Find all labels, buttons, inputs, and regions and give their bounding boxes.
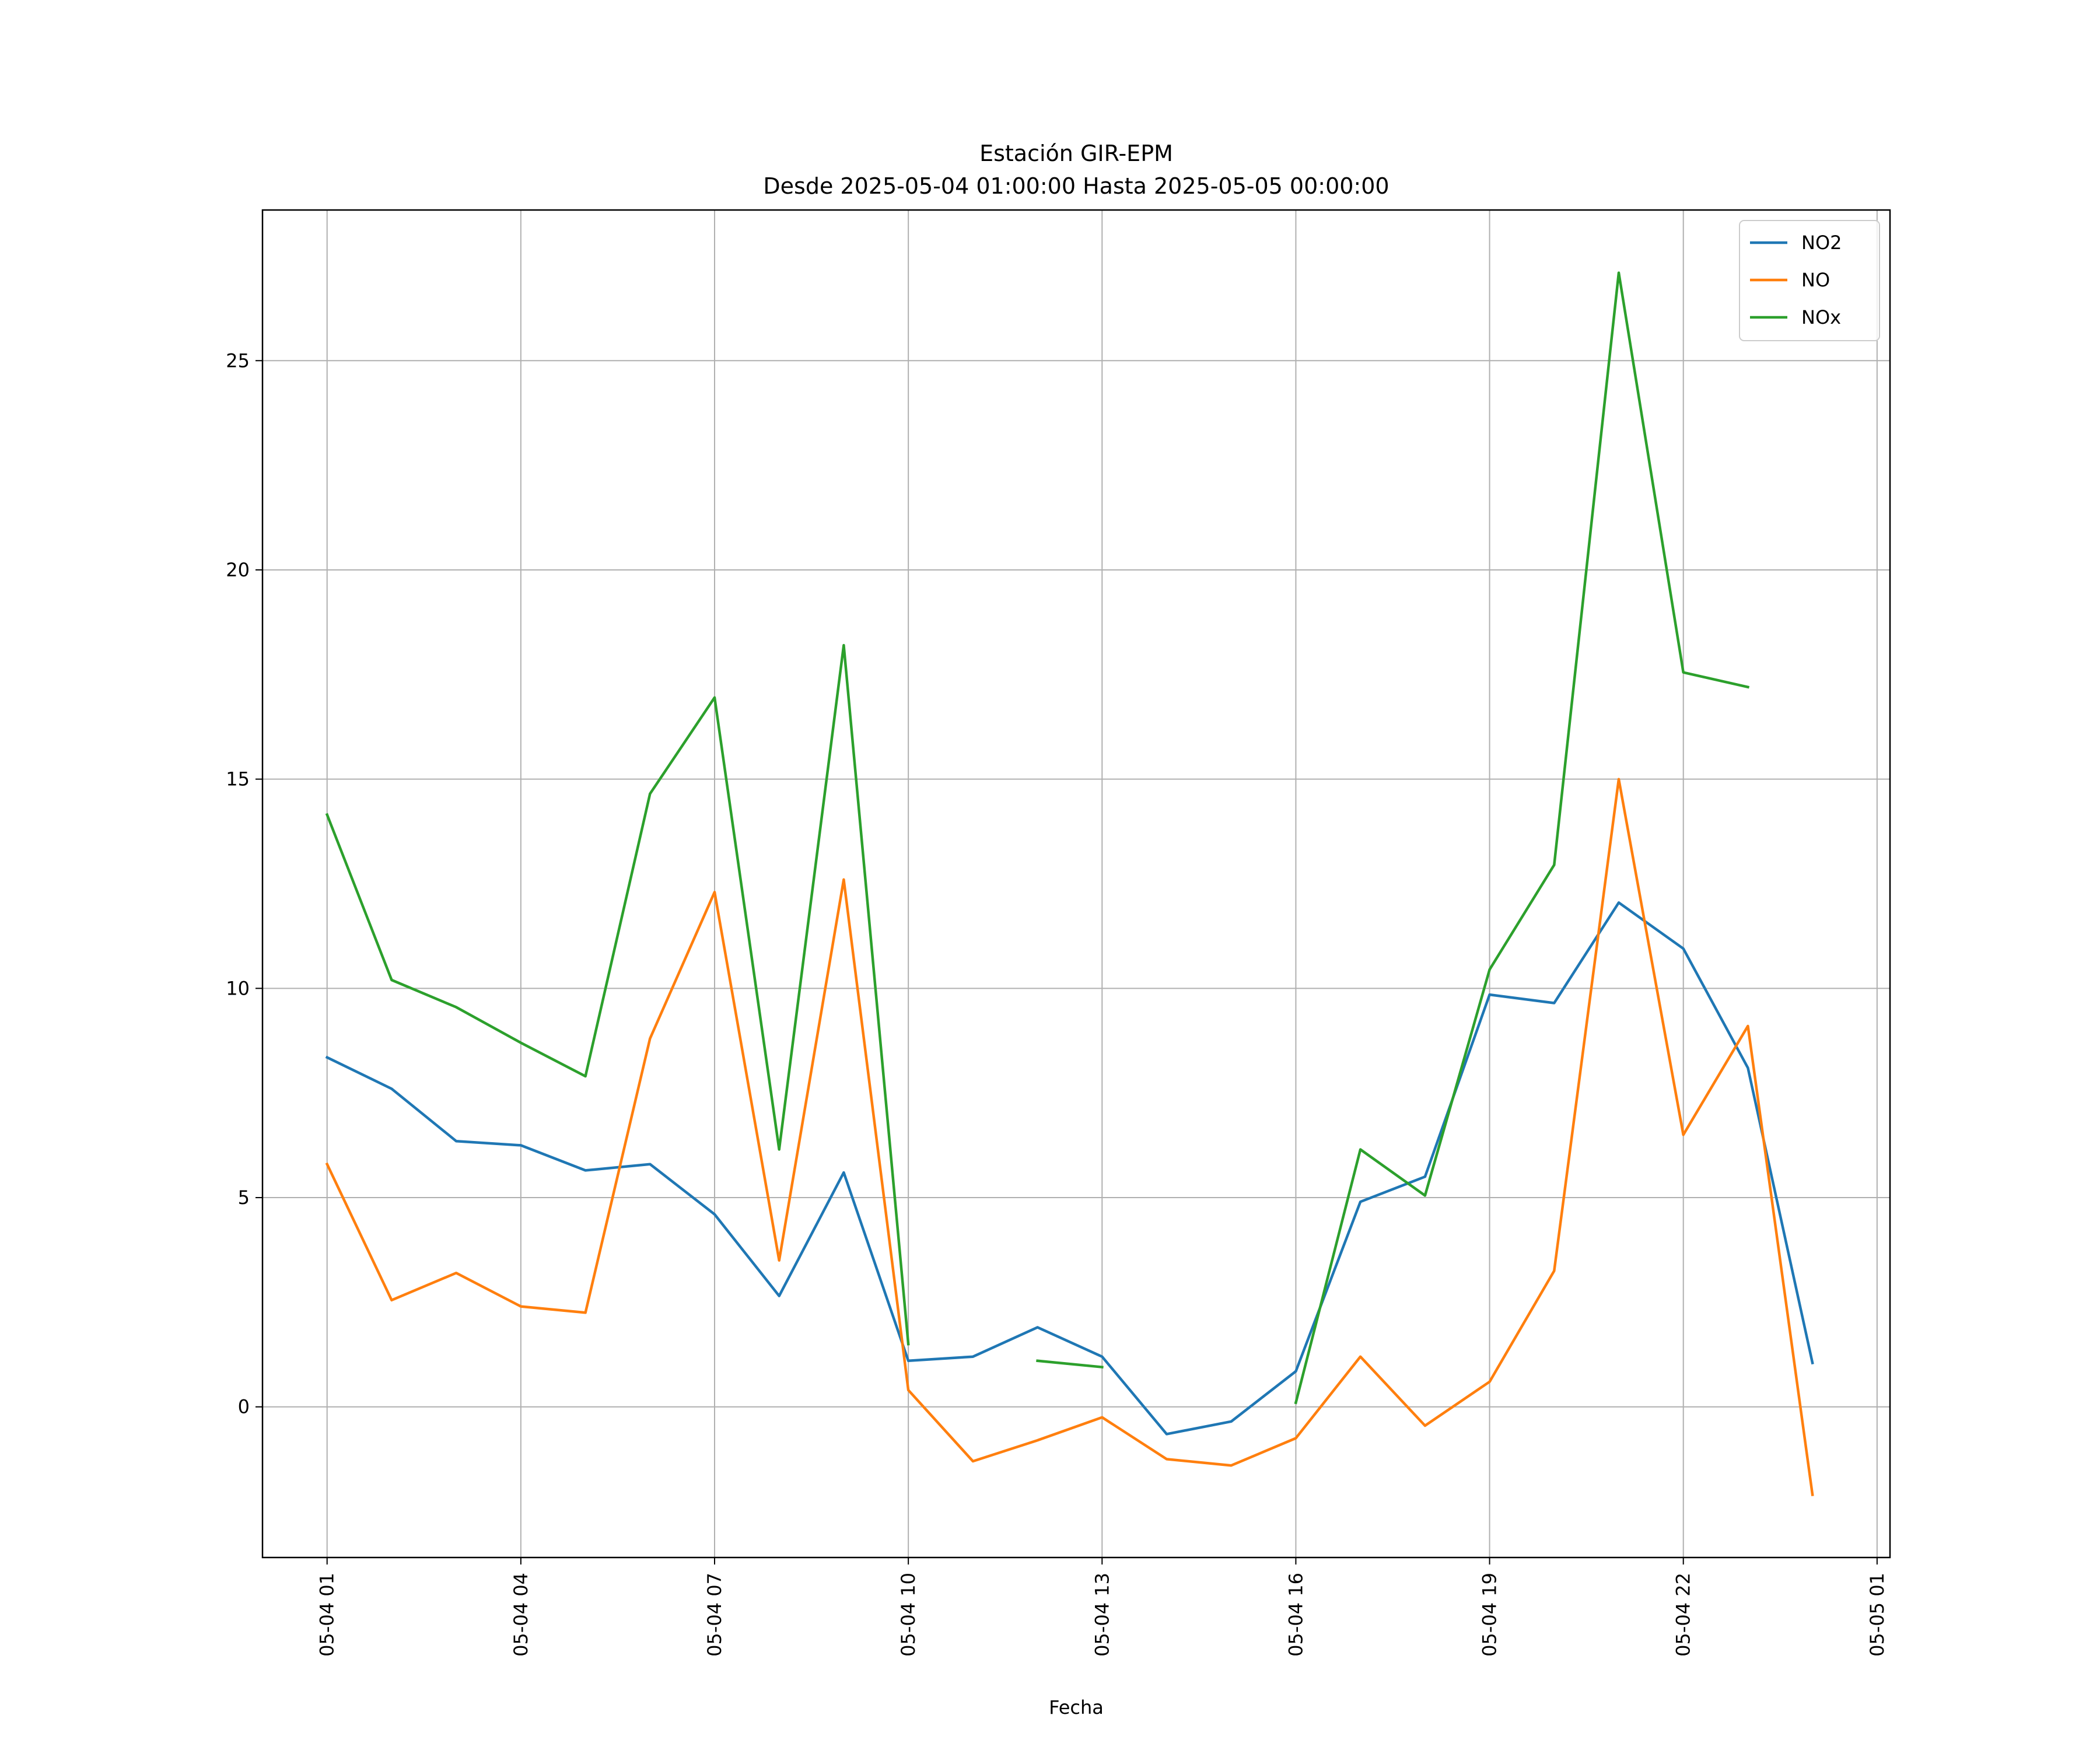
chart-title: Estación GIR-EPM — [979, 141, 1173, 166]
x-tick-label: 05-05 01 — [1866, 1573, 1888, 1657]
series-line-nox — [1294, 271, 1750, 1405]
y-tick-label: 5 — [238, 1186, 250, 1209]
legend-box — [1739, 220, 1880, 341]
x-tick-label: 05-04 07 — [704, 1573, 726, 1657]
series-no — [325, 778, 1814, 1496]
x-axis-label: Fecha — [1049, 1696, 1104, 1718]
y-tick-label: 20 — [226, 559, 250, 581]
x-tick-label: 05-04 13 — [1091, 1573, 1113, 1657]
x-tick-label: 05-04 04 — [510, 1573, 532, 1657]
series-no2 — [325, 901, 1814, 1436]
y-tick-label: 15 — [226, 768, 250, 790]
legend-label-no: NO — [1801, 269, 1830, 291]
legend: NO2 NO NOx — [1739, 220, 1880, 341]
series-line-nox — [1036, 1359, 1104, 1369]
y-tick-label: 10 — [226, 977, 250, 999]
plot-frame — [261, 209, 1891, 1559]
ticks: 0 5 10 15 20 25 05-04 01 05-04 04 05-04 07 05-04 … — [226, 349, 1888, 1657]
x-tick-label: 05-04 22 — [1672, 1573, 1695, 1657]
legend-label-no2: NO2 — [1801, 232, 1842, 254]
x-tick-label: 05-04 19 — [1479, 1573, 1501, 1657]
x-tick-label: 05-04 16 — [1284, 1573, 1307, 1657]
x-tick-label: 05-04 01 — [316, 1573, 338, 1657]
y-tick-label: 25 — [226, 349, 250, 372]
x-tick-label: 05-04 10 — [897, 1573, 919, 1657]
series-nox — [325, 271, 1750, 1405]
legend-label-nox: NOx — [1801, 306, 1841, 328]
series-line-no2 — [325, 901, 1814, 1436]
series-line-nox — [325, 643, 910, 1346]
series-lines — [325, 271, 1814, 1496]
chart-subtitle: Desde 2025-05-04 01:00:00 Hasta 2025-05-… — [763, 173, 1389, 199]
series-line-no — [325, 778, 1814, 1496]
y-tick-label: 0 — [238, 1396, 250, 1418]
